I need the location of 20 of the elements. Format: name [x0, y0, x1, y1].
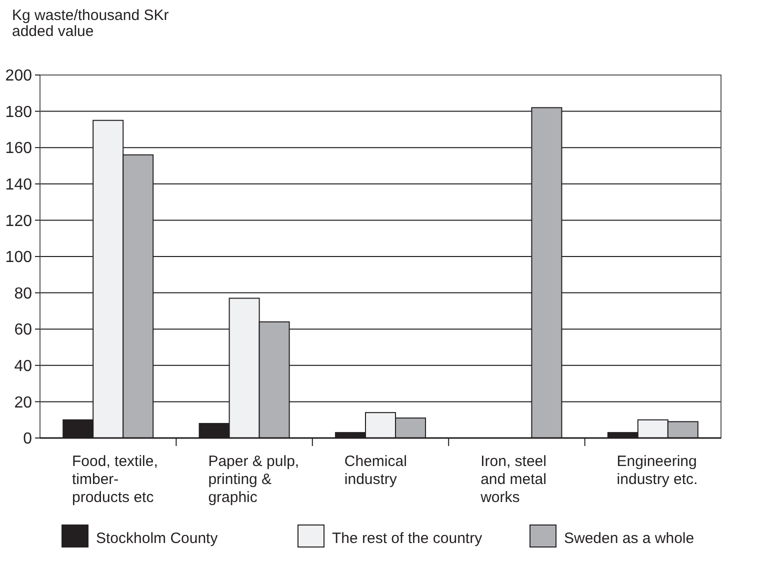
x-tick-label: Iron, steel and metal works — [480, 453, 546, 506]
legend-label: The rest of the country — [332, 530, 483, 547]
x-tick-label: Chemical industry — [344, 453, 407, 488]
y-axis-title: Kg waste/thousand SKr added value — [12, 7, 169, 40]
y-tick-label: 160 — [5, 140, 32, 158]
y-tick-label: 40 — [14, 358, 32, 375]
y-tick-label: 180 — [5, 104, 32, 121]
y-tick-label: 80 — [14, 285, 32, 302]
y-tick-label: 0 — [23, 430, 32, 448]
legend-label: Stockholm County — [96, 530, 218, 547]
x-tick-label: Engineering industry etc. — [616, 453, 698, 488]
y-tick-label: 60 — [14, 322, 32, 339]
y-tick-label: 100 — [5, 249, 32, 266]
y-tick-label: 20 — [14, 394, 32, 412]
y-tick-label: 140 — [5, 176, 32, 194]
x-tick-label: Food, textile, timber- products etc — [72, 453, 158, 506]
x-tick-label: Paper & pulp, printing & graphic — [208, 453, 300, 506]
y-tick-label: 120 — [5, 212, 32, 230]
legend-label: Sweden as a whole — [564, 530, 694, 547]
y-tick-label: 200 — [5, 68, 32, 85]
